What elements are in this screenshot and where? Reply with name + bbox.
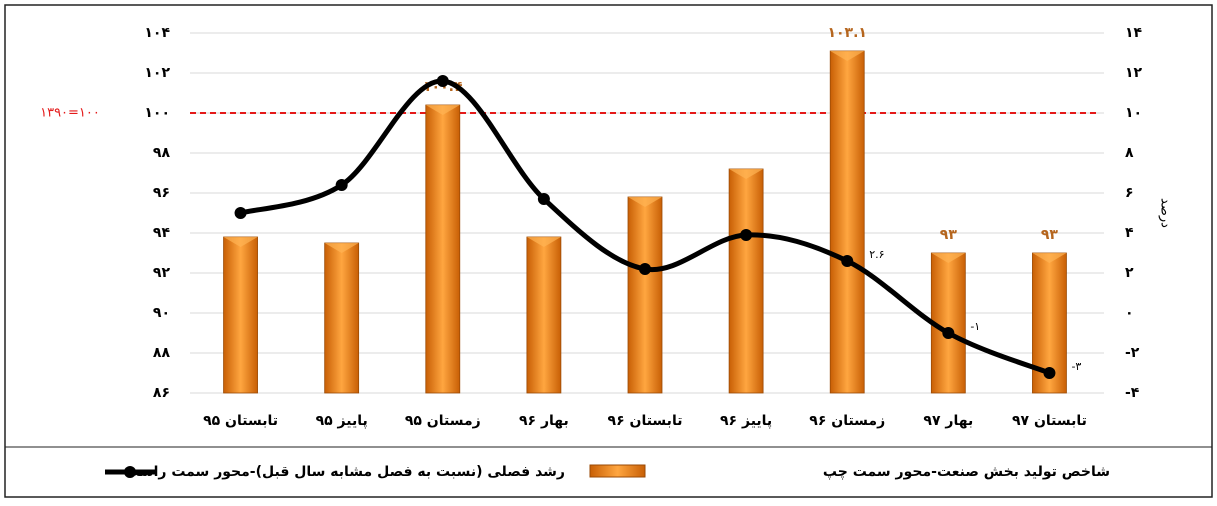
reference-label: ۱۳۹۰=۱۰۰	[40, 106, 100, 121]
bar-cap	[1032, 253, 1067, 263]
line-point	[740, 229, 753, 241]
x-tick-label: بهار ۹۶	[519, 413, 569, 429]
y2-tick-label: ۱۴	[1125, 25, 1143, 41]
y-tick-label: ۱۰۲	[144, 65, 170, 81]
x-tick-label: بهار ۹۷	[923, 413, 973, 429]
bar-cap	[931, 253, 966, 263]
y-tick-label: ۱۰۰	[144, 105, 170, 121]
y2-tick-label: ۰	[1125, 305, 1134, 321]
legend-label: شاخص تولید بخش صنعت-محور سمت چپ	[823, 464, 1110, 480]
bar-cap	[526, 237, 561, 247]
bar-cap	[223, 237, 258, 247]
line	[239, 78, 1051, 376]
legend-marker	[124, 466, 136, 478]
line-point	[537, 193, 550, 205]
y2-tick-label: ۶	[1125, 185, 1134, 201]
y2-axis-label: درصد	[1158, 198, 1173, 228]
y-tick-label: ۹۴	[153, 225, 171, 241]
x-tick-label: پاییز ۹۵	[316, 413, 368, 429]
bar-value-label: ۹۳	[1041, 227, 1059, 243]
y-tick-label: ۹۶	[153, 185, 170, 201]
line-point	[639, 263, 651, 275]
line-point	[841, 255, 854, 267]
y2-tick-label: ۱۰	[1125, 105, 1142, 121]
bar	[425, 104, 461, 394]
y2-tick-label: ۴	[1125, 225, 1134, 241]
bar	[829, 50, 865, 394]
y-tick-label: ۹۸	[153, 145, 171, 161]
y-tick-label: ۸۶	[153, 385, 170, 401]
x-tick-label: پاییز ۹۶	[720, 413, 772, 429]
x-tick-label: زمستان ۹۵	[405, 413, 481, 429]
y2-tick-label: ۸	[1125, 145, 1134, 161]
line-point	[942, 327, 955, 339]
bar	[526, 236, 562, 394]
line-value-label: -۱	[970, 320, 980, 333]
bar-cap	[628, 197, 662, 207]
bar-cap	[324, 243, 359, 253]
bar	[728, 168, 764, 394]
bar-cap	[425, 105, 460, 115]
line-point	[335, 179, 348, 191]
line-value-label: ۲.۶	[869, 248, 884, 261]
line-point	[436, 75, 449, 87]
y-tick-label: ۱۰۴	[144, 25, 170, 41]
y2-tick-label: -۴	[1125, 385, 1140, 401]
line-value-label: -۳	[1071, 360, 1081, 373]
bar-value-label: ۱۰۳.۱	[827, 25, 867, 41]
y2-tick-label: ۱۲	[1125, 65, 1143, 81]
bar	[324, 242, 360, 394]
bar-cap	[729, 169, 764, 179]
bar	[223, 236, 258, 394]
x-tick-label: تابستان ۹۶	[608, 413, 683, 429]
frame	[4, 4, 1213, 498]
legend-swatch	[589, 464, 646, 478]
bar	[627, 196, 663, 394]
y-tick-label: ۹۲	[153, 265, 171, 281]
y-tick-label: ۹۰	[153, 305, 170, 321]
line-point	[1043, 367, 1056, 379]
x-tick-label: تابستان ۹۵	[203, 413, 278, 429]
bar-cap	[830, 51, 865, 61]
x-tick-label: تابستان ۹۷	[1012, 413, 1087, 429]
bar-value-label: ۹۳	[940, 227, 958, 243]
legend-label: رشد فصلی (نسبت به فصل مشابه سال قبل)-محو…	[125, 464, 565, 480]
y2-tick-label: -۲	[1125, 345, 1140, 361]
x-tick-label: زمستان ۹۶	[809, 413, 885, 429]
y-tick-label: ۸۸	[153, 345, 171, 361]
y2-tick-label: ۲	[1125, 265, 1134, 281]
line-point	[234, 207, 247, 219]
